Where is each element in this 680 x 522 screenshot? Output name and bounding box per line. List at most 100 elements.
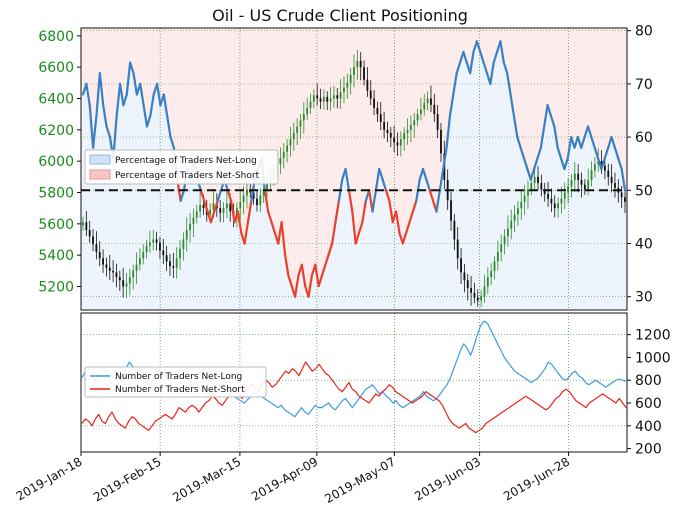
candle-body xyxy=(279,158,282,165)
net-short-band xyxy=(387,28,392,201)
net-long-band xyxy=(158,105,163,310)
net-long-pct-segment xyxy=(216,189,223,203)
net-long-band xyxy=(509,94,513,311)
net-short-band xyxy=(488,28,493,84)
net-long-band xyxy=(461,51,466,311)
net-long-band xyxy=(242,243,247,310)
net-long-band xyxy=(97,73,102,311)
right-axis-count-ticks: 200 400 600 800 1000 1200 xyxy=(627,328,671,458)
net-long-pct-segment xyxy=(344,167,351,192)
net-long-band xyxy=(296,275,301,310)
net-short-band xyxy=(128,28,132,63)
net-long-band xyxy=(603,158,608,310)
candle-body xyxy=(426,98,429,104)
net-short-band xyxy=(205,28,210,212)
net-long-pct-segment xyxy=(556,146,563,160)
net-long-pct-segment xyxy=(563,157,569,171)
net-long-band xyxy=(593,147,598,310)
net-short-band xyxy=(138,28,143,84)
net-long-band xyxy=(579,147,584,310)
candle-body xyxy=(336,95,339,99)
net-short-band xyxy=(340,28,345,180)
net-short-band xyxy=(313,28,318,265)
net-short-band xyxy=(475,28,480,42)
net-short-band xyxy=(519,28,523,148)
net-short-band xyxy=(107,28,112,138)
candle-body xyxy=(610,176,613,184)
candle-body xyxy=(537,176,539,184)
upper-legend-box xyxy=(84,149,279,185)
net-short-band xyxy=(118,28,122,84)
net-long-pct-segment xyxy=(512,114,519,139)
net-short-band xyxy=(431,28,436,201)
net-long-band xyxy=(232,222,237,310)
net-short-band xyxy=(441,28,446,169)
left-tick-label: 5800 xyxy=(38,186,74,202)
net-long-pct-segment xyxy=(361,199,367,224)
net-long-band xyxy=(293,296,298,310)
net-short-band xyxy=(303,28,308,287)
net-short-band xyxy=(97,28,102,74)
candle-body xyxy=(587,179,590,190)
net-short-band xyxy=(155,28,159,84)
net-short-band xyxy=(482,28,486,63)
lower-legend-box xyxy=(84,366,267,398)
net-long-band xyxy=(343,169,348,310)
candle-body xyxy=(302,114,305,121)
net-long-band xyxy=(202,200,207,310)
net-short-band xyxy=(522,28,527,159)
net-long-pct-segment xyxy=(384,189,391,203)
net-short-band xyxy=(579,28,584,148)
candle-body xyxy=(229,203,232,212)
net-short-band xyxy=(505,28,510,74)
net-long-pct-segment xyxy=(519,146,526,160)
candle-body xyxy=(604,165,606,171)
net-long-pct-segment xyxy=(236,210,243,234)
net-long-band xyxy=(141,105,146,310)
candle-body xyxy=(242,195,245,202)
candle-body xyxy=(92,236,94,245)
net-short-band xyxy=(374,28,378,191)
net-short-band xyxy=(559,28,564,159)
net-long-band xyxy=(333,222,338,310)
net-long-pct-segment xyxy=(357,221,364,234)
net-short-band xyxy=(343,28,348,169)
candle-body xyxy=(172,266,175,268)
net-short-band xyxy=(283,28,287,255)
net-short-band xyxy=(478,28,483,52)
net-long-band xyxy=(556,147,560,310)
net-short-band xyxy=(532,28,537,169)
candle-body xyxy=(416,114,419,121)
candle-body xyxy=(148,242,151,246)
net-short-band xyxy=(273,28,277,233)
net-short-band xyxy=(134,28,139,95)
net-long-pct-segment xyxy=(354,231,361,245)
net-long-pct-segment xyxy=(243,221,250,245)
candle-body xyxy=(209,209,212,215)
candle-body xyxy=(540,183,543,190)
candle-body xyxy=(282,151,285,159)
net-long-band xyxy=(87,105,92,310)
net-long-pct-segment xyxy=(371,189,377,213)
net-long-band xyxy=(330,243,335,310)
net-short-band xyxy=(246,28,250,223)
net-short-band xyxy=(252,28,257,180)
lower-legend: Number of Traders Net-Long Number of Tra… xyxy=(84,366,267,398)
net-long-band xyxy=(445,147,449,310)
candle-body xyxy=(593,164,596,171)
candle-body xyxy=(597,161,600,165)
net-long-band xyxy=(165,115,170,310)
candle-body xyxy=(122,280,125,287)
candle-body xyxy=(440,129,442,154)
net-long-band xyxy=(168,137,173,310)
net-long-pct-segment xyxy=(617,157,623,171)
net-short-band xyxy=(468,28,473,74)
net-long-band xyxy=(350,211,355,310)
legend-label-count-net-long: Number of Traders Net-Long xyxy=(115,372,242,382)
net-long-band xyxy=(610,137,614,310)
x-tick-label: 2019-Jun-28 xyxy=(501,454,572,503)
net-short-band xyxy=(367,28,372,191)
lower-panel-frame xyxy=(80,312,628,453)
net-short-band xyxy=(391,28,395,223)
net-short-band xyxy=(573,28,577,148)
